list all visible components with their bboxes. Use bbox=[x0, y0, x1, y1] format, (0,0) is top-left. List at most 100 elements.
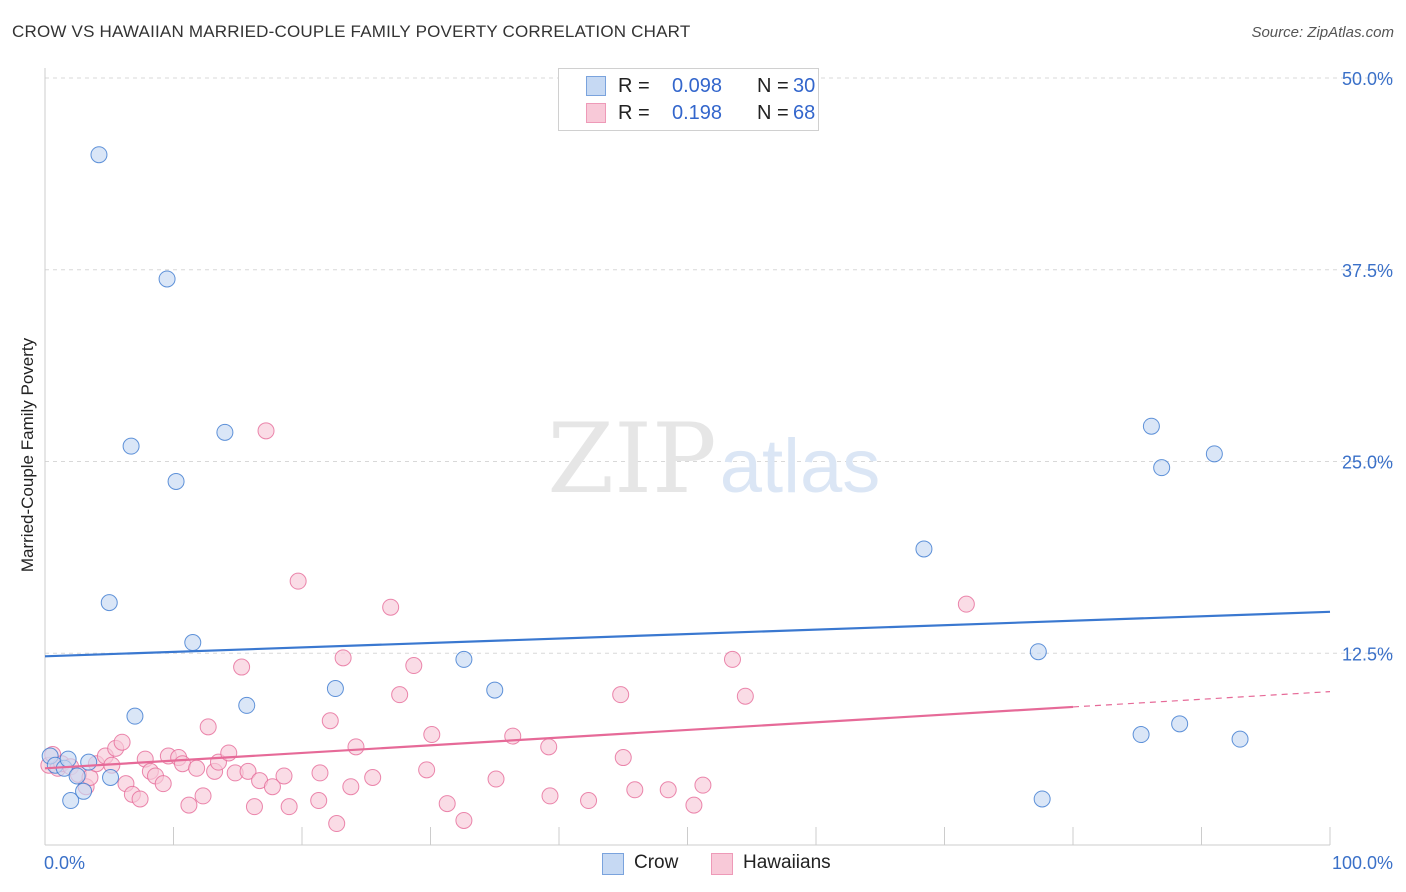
source-label: Source: ZipAtlas.com bbox=[1251, 24, 1394, 41]
hawaiians-point bbox=[541, 787, 559, 805]
crow-point bbox=[1029, 643, 1047, 661]
gridlines bbox=[45, 77, 1395, 654]
hawaiians-point bbox=[321, 712, 339, 730]
crow-point bbox=[102, 769, 120, 787]
crow-point bbox=[100, 594, 118, 612]
hawaiians-point bbox=[289, 572, 307, 590]
crow-point bbox=[915, 540, 933, 558]
crow-n-label: N = bbox=[757, 75, 789, 97]
crow-points bbox=[41, 146, 1249, 810]
hawaiians-legend-swatch bbox=[711, 853, 733, 875]
crow-point bbox=[1033, 790, 1051, 808]
hawaiians-point bbox=[694, 776, 712, 794]
hawaiians-point bbox=[245, 798, 263, 816]
crow-point bbox=[75, 782, 93, 800]
hawaiians-point bbox=[540, 738, 558, 756]
hawaiians-point bbox=[659, 781, 677, 799]
hawaiians-point bbox=[334, 649, 352, 667]
hawaiians-point bbox=[239, 762, 257, 780]
hawaiians-n-value: 68 bbox=[793, 102, 816, 124]
hawaiians-swatch bbox=[586, 103, 606, 123]
crow-point bbox=[455, 650, 473, 668]
x-tick-label-max: 100.0% bbox=[1332, 853, 1393, 873]
hawaiians-point bbox=[342, 778, 360, 796]
hawaiians-r-label: R = bbox=[618, 102, 650, 124]
y-tick-label: 25.0% bbox=[1342, 453, 1393, 473]
hawaiians-point bbox=[423, 726, 441, 744]
crow-point bbox=[1205, 445, 1223, 463]
crow-point bbox=[62, 792, 80, 810]
hawaiians-n-label: N = bbox=[757, 102, 789, 124]
hawaiians-point bbox=[438, 795, 456, 813]
hawaiians-point bbox=[364, 769, 382, 787]
hawaiians-point bbox=[626, 781, 644, 799]
crow-point bbox=[59, 750, 77, 768]
hawaiians-legend-label: Hawaiians bbox=[743, 852, 831, 873]
crow-n-value: 30 bbox=[793, 75, 816, 97]
crow-point bbox=[158, 270, 176, 288]
crow-point bbox=[68, 767, 86, 785]
hawaiians-point bbox=[612, 686, 630, 704]
hawaiians-point bbox=[257, 422, 275, 440]
hawaiians-point bbox=[382, 598, 400, 616]
hawaiians-point bbox=[194, 787, 212, 805]
crow-r-value: 0.098 bbox=[671, 75, 723, 97]
chart-title: CROW VS HAWAIIAN MARRIED-COUPLE FAMILY P… bbox=[12, 22, 691, 41]
hawaiians-point bbox=[173, 755, 191, 773]
hawaiians-point bbox=[280, 798, 298, 816]
trend-lines bbox=[44, 610, 1331, 770]
stats-legend: R = 0.098 N = 30 R = 0.198 N = 68 bbox=[558, 68, 819, 131]
hawaiians-point bbox=[418, 761, 436, 779]
hawaiians-point bbox=[199, 718, 217, 736]
crow-point bbox=[1142, 417, 1160, 435]
crow-point bbox=[486, 681, 504, 699]
crow-trend-line bbox=[44, 610, 1331, 658]
crow-point bbox=[184, 634, 202, 652]
hawaiians-point bbox=[957, 595, 975, 613]
hawaiians-point bbox=[736, 687, 754, 705]
y-tick-label: 50.0% bbox=[1342, 69, 1393, 89]
crow-point bbox=[122, 437, 140, 455]
hawaiians-r-value: 0.198 bbox=[671, 102, 723, 124]
crow-point bbox=[126, 707, 144, 725]
hawaiians-point bbox=[311, 764, 329, 782]
tick-labels: 12.5% 25.0% 37.5% 50.0% 0.0% 100.0% bbox=[44, 69, 1393, 873]
crow-point bbox=[1231, 730, 1249, 748]
hawaiians-point bbox=[328, 815, 346, 833]
watermark-zip: ZIP bbox=[547, 403, 716, 515]
hawaiians-point bbox=[347, 738, 365, 756]
hawaiians-trend-line bbox=[44, 705, 1074, 770]
hawaiians-point bbox=[188, 759, 206, 777]
hawaiians-point bbox=[310, 792, 328, 810]
crow-legend-label: Crow bbox=[634, 852, 679, 873]
hawaiians-point bbox=[685, 796, 703, 814]
x-tick-label-min: 0.0% bbox=[44, 853, 85, 873]
hawaiians-trend-extension bbox=[1072, 691, 1331, 708]
crow-point bbox=[80, 753, 98, 771]
crow-point bbox=[167, 472, 185, 490]
hawaiians-point bbox=[723, 650, 741, 668]
crow-point bbox=[216, 423, 234, 441]
crow-point bbox=[1132, 726, 1150, 744]
hawaiians-point bbox=[180, 796, 198, 814]
hawaiians-point bbox=[391, 686, 409, 704]
hawaiians-point bbox=[233, 658, 251, 676]
hawaiians-point bbox=[113, 733, 131, 751]
hawaiians-point bbox=[487, 770, 505, 788]
hawaiians-point bbox=[275, 767, 293, 785]
hawaiians-point bbox=[263, 778, 281, 796]
hawaiians-point bbox=[405, 657, 423, 675]
hawaiians-point bbox=[455, 811, 473, 829]
hawaiians-point bbox=[131, 790, 149, 808]
y-tick-label: 37.5% bbox=[1342, 261, 1393, 281]
axes bbox=[44, 68, 1331, 846]
crow-r-label: R = bbox=[618, 75, 650, 97]
hawaiians-point bbox=[614, 749, 632, 767]
y-tick-label: 12.5% bbox=[1342, 644, 1393, 664]
crow-point bbox=[238, 696, 256, 714]
crow-point bbox=[1153, 459, 1171, 477]
crow-point bbox=[90, 146, 108, 164]
hawaiians-point bbox=[580, 792, 598, 810]
crow-point bbox=[1171, 715, 1189, 733]
